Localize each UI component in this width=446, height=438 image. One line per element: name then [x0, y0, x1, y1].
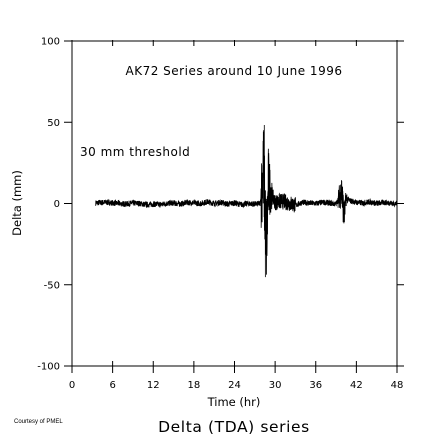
x-tick-label: 18: [188, 380, 201, 391]
y-tick-label: 100: [41, 37, 60, 48]
y-tick-label: 50: [47, 118, 60, 129]
y-tick-label: -100: [37, 362, 60, 373]
y-axis-ticks: -100 -50 0 50 100: [37, 37, 404, 373]
x-tick-label: 24: [228, 380, 241, 391]
threshold-annotation: 30 mm threshold: [80, 145, 190, 159]
x-axis-ticks: 0 6 12 18 24 30 36 42 48: [69, 40, 404, 391]
x-tick-label: 42: [350, 380, 363, 391]
x-axis-title: Time (hr): [207, 395, 261, 409]
x-tick-label: 6: [109, 380, 115, 391]
x-tick-label: 36: [309, 380, 322, 391]
y-tick-label: 0: [54, 199, 60, 210]
y-axis-title: Delta (mm): [10, 170, 24, 236]
footer-title: Delta (TDA) series: [158, 418, 310, 436]
x-tick-label: 30: [269, 380, 282, 391]
series-line: [95, 125, 398, 278]
x-tick-label: 0: [69, 380, 75, 391]
x-tick-label: 12: [147, 380, 160, 391]
chart-title: AK72 Series around 10 June 1996: [126, 64, 343, 78]
y-tick-label: -50: [44, 280, 60, 291]
credit-note: Courtesy of PMEL: [14, 419, 63, 425]
series-layer: [95, 125, 398, 278]
x-tick-label: 48: [391, 380, 404, 391]
